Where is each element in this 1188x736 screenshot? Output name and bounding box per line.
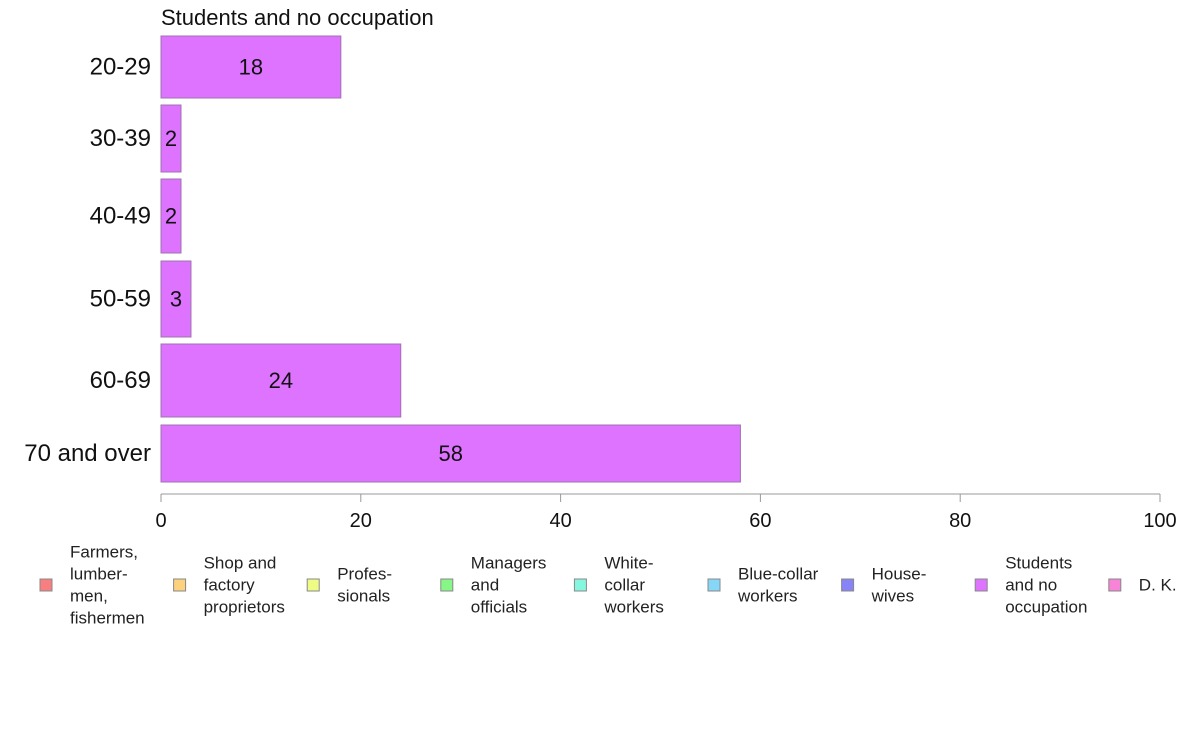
x-tick-label: 80	[949, 510, 971, 532]
legend-swatch	[39, 578, 53, 592]
legend-label: D. K.	[1139, 576, 1177, 595]
legend-item: White-collar workers	[573, 554, 664, 617]
bar-30-39	[160, 104, 182, 173]
legend-swatch	[974, 578, 988, 592]
category-labels: 20-29 30-39 40-49 50-59 60-69 70 and over	[24, 54, 151, 468]
legend-label: Profes-sionals	[337, 565, 392, 606]
legend-label: White-collar workers	[603, 554, 664, 617]
value-label: 18	[239, 55, 263, 80]
bar-60-69	[160, 343, 402, 418]
legend-swatch	[841, 578, 855, 592]
legend-swatch	[707, 578, 721, 592]
value-label: 3	[170, 287, 182, 312]
legend-label: Blue-collar workers	[737, 565, 819, 606]
value-label: 58	[438, 441, 462, 466]
x-tick-label: 100	[1143, 510, 1176, 532]
legend-swatch	[1108, 578, 1122, 592]
category-label: 70 and over	[24, 440, 151, 467]
legend-label: Managers and officials	[471, 554, 547, 617]
legend-swatch	[440, 578, 454, 592]
category-label: 40-49	[90, 203, 151, 230]
category-label: 30-39	[90, 125, 151, 152]
category-label: 60-69	[90, 367, 151, 394]
x-tick-label: 20	[350, 510, 372, 532]
value-label: 2	[165, 204, 177, 229]
legend-item: Shop and factory proprietors	[173, 554, 285, 617]
legend: Farmers, lumber-men, fishermen Shop and fact…	[39, 543, 1177, 628]
category-label: 50-59	[90, 286, 151, 313]
legend-item: Students and no occupation	[974, 554, 1087, 617]
value-labels: 18 2 2 3 24 58	[165, 55, 463, 467]
legend-item: Managers and officials	[440, 554, 547, 617]
legend-label: House-wives	[871, 565, 927, 606]
legend-label: Students and no occupation	[1005, 554, 1087, 617]
x-axis: 0 20 40 60 80 100	[155, 493, 1177, 532]
value-label: 24	[269, 368, 293, 393]
value-label: 2	[165, 126, 177, 151]
legend-item: D. K.	[1108, 576, 1177, 595]
bars-layer	[160, 35, 741, 483]
legend-swatch	[306, 578, 320, 592]
x-tick-label: 0	[155, 510, 166, 532]
legend-label: Shop and factory proprietors	[204, 554, 285, 617]
legend-swatch	[173, 578, 187, 592]
x-tick-label: 40	[549, 510, 571, 532]
bar-50-59	[160, 260, 192, 338]
x-tick-label: 60	[749, 510, 771, 532]
legend-label: Farmers, lumber-men, fishermen	[70, 543, 145, 628]
category-label: 20-29	[90, 54, 151, 81]
bar-40-49	[160, 178, 182, 254]
bar-70-and-over	[160, 424, 741, 483]
legend-item: Blue-collar workers	[707, 565, 819, 606]
legend-item: Farmers, lumber-men, fishermen	[39, 543, 145, 628]
bar-20-29	[160, 35, 342, 99]
legend-item: House-wives	[841, 565, 927, 606]
legend-item: Profes-sionals	[306, 565, 392, 606]
legend-swatch	[573, 578, 587, 592]
chart-title: Students and no occupation	[161, 5, 434, 30]
